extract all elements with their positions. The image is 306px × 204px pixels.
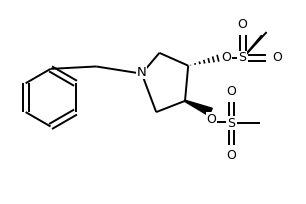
Polygon shape xyxy=(185,100,212,116)
Text: S: S xyxy=(239,51,247,64)
Text: O: O xyxy=(238,18,248,31)
Text: O: O xyxy=(206,113,216,126)
Text: S: S xyxy=(227,117,235,130)
Text: O: O xyxy=(221,51,231,64)
Text: O: O xyxy=(226,85,236,98)
Text: O: O xyxy=(226,149,236,162)
Text: N: N xyxy=(136,65,146,79)
Text: O: O xyxy=(272,51,282,64)
